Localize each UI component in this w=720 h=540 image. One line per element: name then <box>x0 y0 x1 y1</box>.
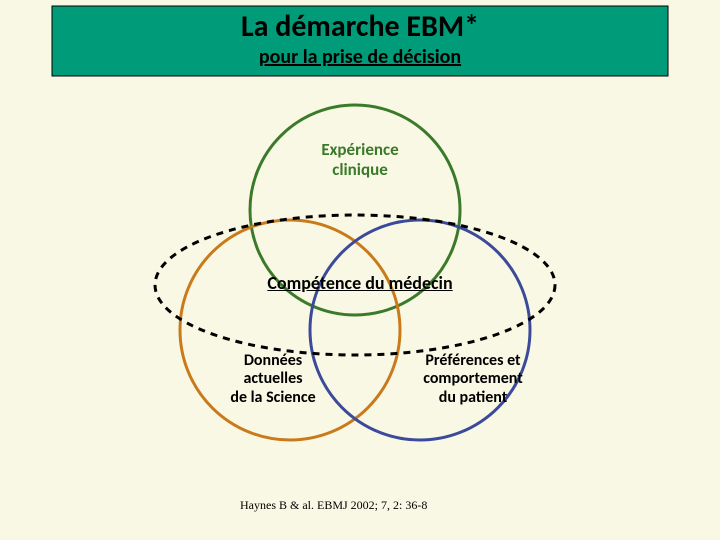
label-competence-medecin: Compétence du médecin <box>230 273 490 294</box>
venn-diagram <box>0 0 720 540</box>
citation: Haynes B & al. EBMJ 2002; 7, 2: 36-8 <box>240 498 427 513</box>
label-donnees-science: Donnéesactuellesde la Science <box>198 352 348 407</box>
label-preferences-patient: Préférences etcomportementdu patient <box>388 352 558 407</box>
label-experience-clinique: Expérienceclinique <box>300 140 420 179</box>
